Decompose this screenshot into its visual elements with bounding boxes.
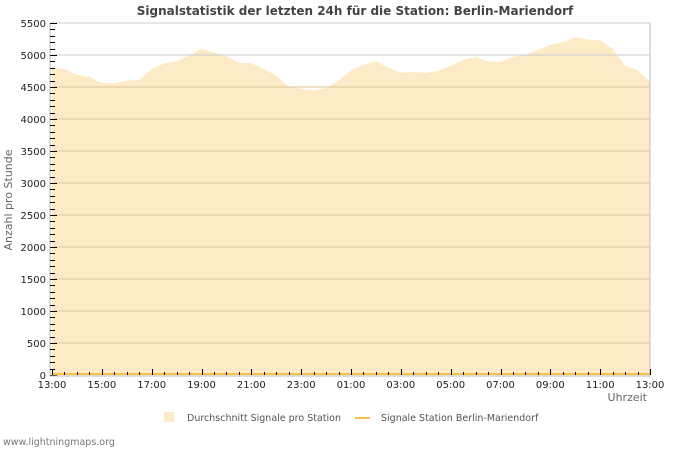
average-signals-area <box>52 37 650 375</box>
x-tick-label: 11:00 <box>586 380 615 391</box>
legend-label-station: Signale Station Berlin-Mariendorf <box>381 413 539 424</box>
x-tick-label: 15:00 <box>87 380 116 391</box>
x-tick-label: 01:00 <box>337 380 366 391</box>
x-axis-label: Uhrzeit <box>608 391 648 404</box>
legend-swatch-average <box>164 412 174 422</box>
y-tick-label: 5000 <box>21 51 46 62</box>
y-tick-label: 4500 <box>21 83 46 94</box>
y-tick-label: 5500 <box>21 19 46 30</box>
x-tick-label: 19:00 <box>187 380 216 391</box>
plot-area <box>50 22 651 376</box>
legend-label-average: Durchschnitt Signale pro Station <box>187 413 341 424</box>
y-tick-label: 4000 <box>21 115 46 126</box>
y-tick-label: 2000 <box>21 243 46 254</box>
y-axis: 0 500 1000 1500 2000 2500 3000 3500 4000 4500 5000… <box>21 19 57 382</box>
legend: Durchschnitt Signale pro Station Signale… <box>164 412 539 424</box>
x-tick-label: 07:00 <box>486 380 515 391</box>
y-tick-label: 1000 <box>21 307 46 318</box>
y-tick-label: 3000 <box>21 179 46 190</box>
y-axis-label: Anzahl pro Stunde <box>2 149 15 250</box>
y-tick-label: 2500 <box>21 211 46 222</box>
x-tick-label: 17:00 <box>137 380 166 391</box>
x-tick-label: 05:00 <box>436 380 465 391</box>
footer-credit: www.lightningmaps.org <box>3 437 115 448</box>
x-axis: 13:00 15:00 17:00 19:00 21:00 23:00 01:00 03:00… <box>38 369 665 391</box>
x-tick-label: 03:00 <box>386 380 415 391</box>
x-tick-label: 13:00 <box>636 380 665 391</box>
x-tick-label: 21:00 <box>237 380 266 391</box>
x-tick-label: 13:00 <box>38 380 67 391</box>
chart-title: Signalstatistik der letzten 24h für die … <box>137 4 574 18</box>
y-tick-label: 3500 <box>21 147 46 158</box>
y-tick-label: 500 <box>27 339 46 350</box>
x-tick-label: 09:00 <box>536 380 565 391</box>
x-tick-label: 23:00 <box>287 380 316 391</box>
y-tick-label: 0 <box>40 371 46 382</box>
y-tick-label: 1500 <box>21 275 46 286</box>
